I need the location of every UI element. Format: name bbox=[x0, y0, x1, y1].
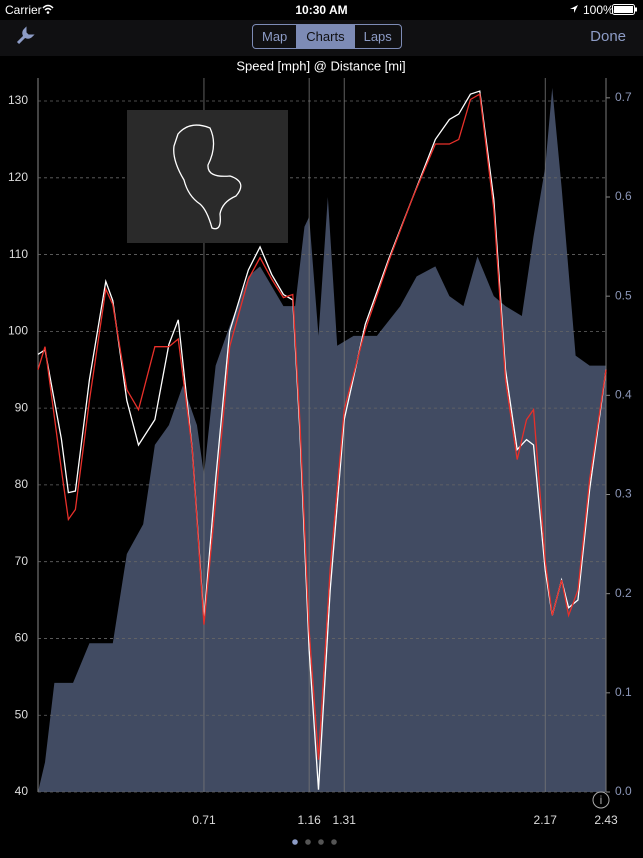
info-button[interactable] bbox=[592, 791, 610, 809]
area bbox=[38, 87, 606, 792]
tab[interactable]: Laps bbox=[353, 25, 401, 48]
y-tick-label: 40 bbox=[15, 784, 29, 798]
battery-icon bbox=[612, 4, 637, 15]
nav-bar: Map Charts Laps Done bbox=[0, 20, 643, 56]
x-tick-label: 2.43 bbox=[594, 813, 618, 827]
page-dot bbox=[331, 839, 337, 845]
y-tick-label: 50 bbox=[15, 707, 29, 721]
page-dot bbox=[318, 839, 324, 845]
carrier: Carrier bbox=[5, 3, 42, 17]
tab[interactable]: Map bbox=[262, 29, 288, 44]
y-tick-label: 120 bbox=[8, 170, 28, 184]
y-tick-label: 60 bbox=[15, 631, 29, 645]
page-dot bbox=[305, 839, 311, 845]
location-icon bbox=[570, 5, 578, 13]
y-tick-label: 80 bbox=[15, 477, 29, 491]
y-tick-label: 90 bbox=[15, 400, 29, 414]
y-tick-label: 100 bbox=[8, 324, 28, 338]
x-tick-label: 2.17 bbox=[534, 813, 558, 827]
y2-tick-label: 0.4 bbox=[615, 388, 632, 402]
settings-button[interactable] bbox=[15, 26, 35, 46]
y-tick-label: 70 bbox=[15, 554, 29, 568]
line bbox=[37, 93, 607, 760]
y-tick-label: 110 bbox=[9, 247, 28, 261]
line bbox=[37, 90, 607, 790]
x-tick-label: 1.31 bbox=[333, 813, 357, 827]
chart-title: Speed [mph] @ Distance [mi] bbox=[236, 58, 405, 73]
page-dot bbox=[292, 839, 298, 845]
y2-tick-label: 0.7 bbox=[615, 90, 632, 104]
status-bar: Carrier 10:30 AM 100% bbox=[0, 0, 643, 20]
y2-tick-label: 0.5 bbox=[615, 288, 632, 302]
area-layer bbox=[38, 87, 606, 792]
wifi-icon bbox=[42, 4, 54, 14]
y2-tick-label: 0.0 bbox=[615, 784, 632, 798]
track-map-bg bbox=[127, 110, 288, 243]
clock: 10:30 AM bbox=[295, 3, 348, 17]
y-tick-label: 130 bbox=[8, 93, 28, 107]
info-glyph: i bbox=[600, 793, 603, 807]
y2-tick-label: 0.3 bbox=[615, 487, 632, 501]
tab[interactable]: Charts bbox=[296, 25, 354, 48]
battery-text: 100% bbox=[583, 3, 614, 17]
y2-tick-label: 0.2 bbox=[615, 586, 632, 600]
done-button[interactable]: Done bbox=[590, 28, 626, 45]
y2-tick-label: 0.1 bbox=[615, 685, 632, 699]
line-layer bbox=[37, 90, 607, 790]
track-outline bbox=[173, 124, 242, 230]
x-tick-label: 0.71 bbox=[192, 813, 216, 827]
track-map bbox=[127, 110, 288, 243]
segmented-control: Map Charts Laps bbox=[252, 24, 402, 49]
x-tick-label: 1.16 bbox=[297, 813, 321, 827]
y2-tick-label: 0.6 bbox=[615, 189, 632, 203]
